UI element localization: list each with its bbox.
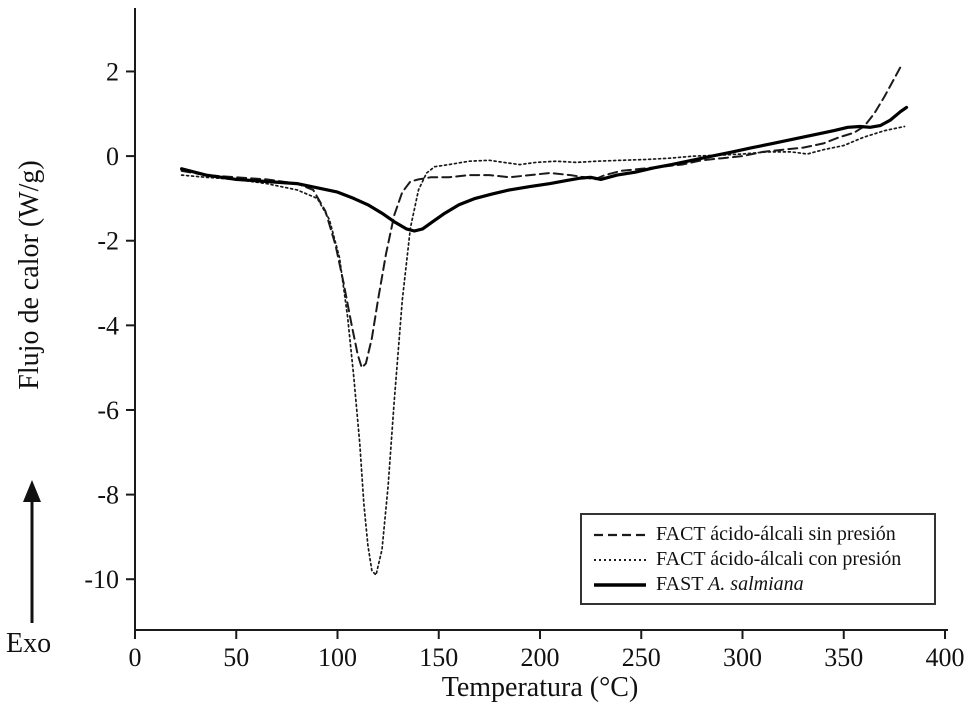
series-line-solid [180, 105, 909, 233]
x-axis-title: Temperatura (°C) [441, 672, 639, 703]
y-tick-label: -4 [97, 311, 119, 340]
y-tick-label: -8 [97, 481, 119, 510]
exo-up-arrow-icon [23, 480, 41, 623]
series-line-dashed [180, 66, 902, 369]
x-tick-label: 300 [723, 643, 762, 672]
x-tick-label: 400 [926, 643, 965, 672]
legend-item: FACT ácido-álcali con presión [592, 547, 926, 572]
legend-line-sample-dotted-icon [594, 558, 646, 561]
legend-label: FACT ácido-álcali con presión [656, 548, 902, 570]
x-tick-label: 100 [318, 643, 357, 672]
y-axis-title: Flujo de calor (W/g) [14, 160, 45, 390]
series-line-dotted [180, 125, 906, 576]
x-tick-label: 150 [419, 643, 458, 672]
legend-item: FACT ácido-álcali sin presión [592, 522, 926, 547]
legend-label: FACT ácido-álcali sin presión [656, 523, 896, 545]
exo-annotation: Exo [6, 478, 66, 663]
y-tick-label: -2 [97, 227, 119, 256]
y-tick-label: 2 [106, 57, 119, 86]
series-lines [180, 66, 909, 576]
legend-item: FAST A. salmiana [592, 572, 926, 597]
exo-label: Exo [6, 628, 52, 659]
x-tick-label: 350 [824, 643, 863, 672]
legend-line-sample-solid-icon [594, 582, 646, 587]
legend-line-sample-dashed-icon [594, 533, 646, 536]
legend-label: FAST A. salmiana [656, 573, 804, 595]
x-tick-label: 250 [622, 643, 661, 672]
y-tick-label: -10 [84, 565, 119, 594]
axis-ticks: 0 50 100 150 200 250 300 350 400 2 0 -2 -4 -6 -8 -10 [84, 57, 964, 672]
x-tick-label: 50 [223, 643, 249, 672]
y-tick-label: 0 [106, 142, 119, 171]
legend: FACT ácido-álcali sin presión FACT ácido… [580, 513, 936, 605]
x-tick-label: 200 [521, 643, 560, 672]
y-tick-label: -6 [97, 396, 119, 425]
x-tick-label: 0 [129, 643, 142, 672]
